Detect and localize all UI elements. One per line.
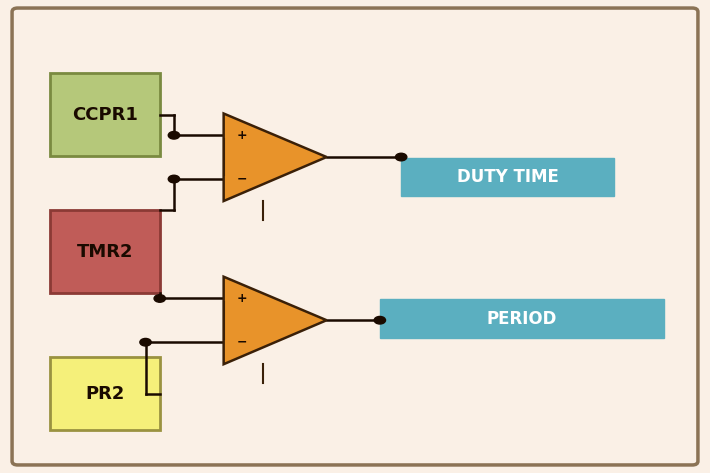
FancyBboxPatch shape <box>12 8 698 465</box>
Text: PR2: PR2 <box>85 385 124 403</box>
Polygon shape <box>224 114 327 201</box>
Text: PERIOD: PERIOD <box>486 310 557 328</box>
FancyBboxPatch shape <box>50 210 160 293</box>
Circle shape <box>168 131 180 139</box>
Text: TMR2: TMR2 <box>77 243 133 261</box>
Polygon shape <box>224 277 327 364</box>
Circle shape <box>168 175 180 183</box>
Text: CCPR1: CCPR1 <box>72 105 138 124</box>
FancyBboxPatch shape <box>401 158 614 196</box>
Circle shape <box>374 316 386 324</box>
Text: +: + <box>237 292 248 305</box>
Circle shape <box>140 339 151 346</box>
Circle shape <box>395 153 407 161</box>
FancyBboxPatch shape <box>50 73 160 156</box>
Text: −: − <box>237 173 247 185</box>
Text: DUTY TIME: DUTY TIME <box>457 168 559 186</box>
FancyBboxPatch shape <box>380 299 664 338</box>
Text: +: + <box>237 129 248 141</box>
Text: −: − <box>237 336 247 349</box>
FancyBboxPatch shape <box>50 357 160 430</box>
Circle shape <box>154 295 165 302</box>
